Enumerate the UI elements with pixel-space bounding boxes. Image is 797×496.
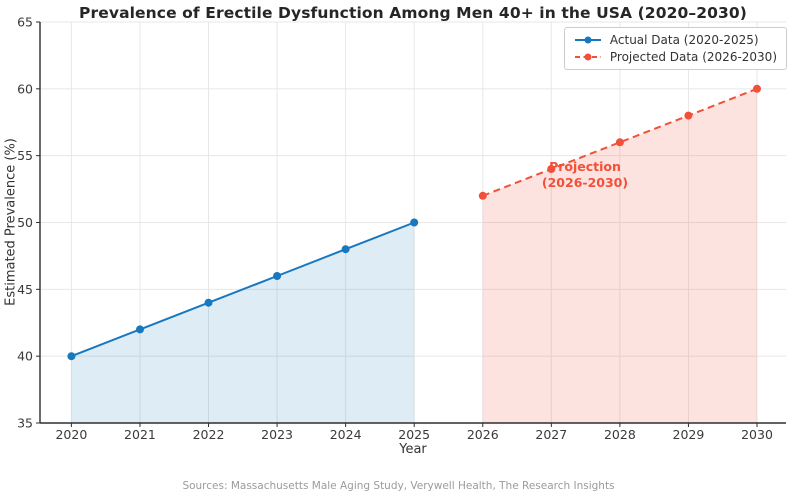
data-point-marker <box>478 191 487 200</box>
y-axis-label: Estimated Prevalence (%) <box>3 138 19 306</box>
x-tick-label: 2028 <box>604 427 636 442</box>
data-point-marker <box>753 84 761 93</box>
x-tick-label: 2030 <box>741 427 773 442</box>
data-point-marker <box>684 111 693 120</box>
data-point-marker <box>204 298 213 307</box>
projection-annotation: Projection (2026-2030) <box>542 159 628 191</box>
legend-label-projected: Projected Data (2026-2030) <box>609 50 777 64</box>
x-axis-label: Year <box>399 442 427 457</box>
projection-annotation-line2: (2026-2030) <box>541 175 629 190</box>
x-tick-label: 2024 <box>330 427 362 442</box>
data-point-marker <box>67 352 76 361</box>
area-fill-0 <box>71 222 415 423</box>
x-tick-label: 2022 <box>193 427 225 442</box>
x-tick-label: 2029 <box>673 427 705 442</box>
y-tick-label: 65 <box>17 15 33 30</box>
legend-sample-solid-line-icon <box>574 36 601 44</box>
data-point-marker <box>341 245 350 254</box>
series-line-1 <box>482 87 758 197</box>
data-point-marker <box>136 325 144 334</box>
y-tick-label: 50 <box>17 215 33 230</box>
y-tick-label: 60 <box>17 81 33 96</box>
legend-label-actual: Actual Data (2020-2025) <box>609 33 759 47</box>
legend-sample-dashed-line-icon <box>574 53 601 61</box>
y-tick-label: 40 <box>17 349 33 364</box>
chart-title: Prevalence of Erectile Dysfunction Among… <box>79 4 747 22</box>
source-note: Sources: Massachusetts Male Aging Study,… <box>182 480 615 492</box>
data-point-marker <box>615 138 624 147</box>
data-point-marker <box>273 272 282 280</box>
x-tick-label: 2023 <box>261 427 293 442</box>
series-line-0 <box>71 221 415 358</box>
data-point-marker <box>410 218 419 227</box>
x-tick-label: 2021 <box>124 427 156 442</box>
data-point-marker <box>547 165 556 173</box>
legend-item-projected: Projected Data (2026-2030) <box>573 49 777 65</box>
y-tick-label: 55 <box>17 148 33 163</box>
legend: Actual Data (2020-2025) Projected Data (… <box>563 27 787 70</box>
x-tick-label: 2025 <box>398 427 430 442</box>
projection-annotation-line1: Projection <box>549 159 621 174</box>
x-tick-label: 2027 <box>535 427 567 442</box>
legend-item-actual: Actual Data (2020-2025) <box>573 32 777 48</box>
x-tick-label: 2020 <box>55 427 87 442</box>
y-tick-label: 45 <box>17 282 33 297</box>
x-tick-label: 2026 <box>467 427 499 442</box>
y-tick-label: 35 <box>17 416 33 431</box>
